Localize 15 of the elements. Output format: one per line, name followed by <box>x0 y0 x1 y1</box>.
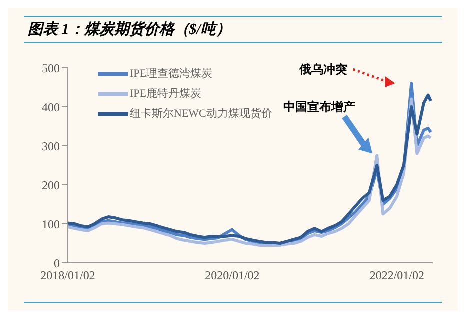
y-tick-label: 200 <box>42 178 60 192</box>
y-tick-label: 100 <box>42 217 60 232</box>
x-tick-label: 2022/01/02 <box>370 268 425 283</box>
legend-label: IPE鹿特丹煤炭 <box>130 86 202 102</box>
y-tick-label: 300 <box>42 139 60 154</box>
x-tick-label: 2020/01/02 <box>205 268 260 283</box>
y-tick-label: 0 <box>54 256 60 270</box>
y-tick-label: 500 <box>42 61 60 76</box>
legend-label: IPE理查德湾煤炭 <box>130 66 212 82</box>
legend-label: 纽卡斯尔NEWC动力煤现货价 <box>130 107 272 122</box>
chart-title: 图表 1：煤炭期货价格（$/吨） <box>28 22 231 38</box>
annotation: 俄乌冲突 <box>298 62 348 77</box>
y-tick-label: 400 <box>42 100 60 114</box>
x-tick-label: 2018/01/02 <box>40 268 96 283</box>
annotation: 中国宣布增产 <box>284 100 356 114</box>
